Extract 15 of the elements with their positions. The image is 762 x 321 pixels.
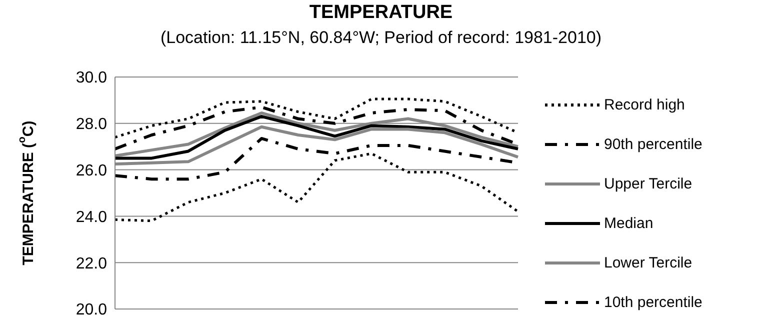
legend-label: Record high (604, 96, 685, 114)
legend-label: 10th percentile (604, 294, 702, 311)
legend-label: Upper Tercile (604, 176, 692, 192)
legend-label: Lower Tercile (604, 254, 692, 272)
chart-title: TEMPERATURE (308, 2, 454, 24)
y-tick-label: 20.0 (76, 302, 108, 319)
y-tick-label: 22.0 (76, 255, 108, 272)
chart-subtitle: (Location: 11.15°N, 60.84°W; Period of record: 1981-2010) (159, 28, 603, 48)
legend-label: 90th percentile (604, 136, 702, 153)
y-tick-label: 30.0 (76, 70, 108, 87)
legend-label: Median (604, 215, 654, 232)
y-tick-label: 28.0 (76, 116, 108, 134)
line-series (114, 152, 520, 222)
y-tick-label: 24.0 (76, 208, 108, 226)
y-tick-label: 26.0 (76, 162, 108, 180)
